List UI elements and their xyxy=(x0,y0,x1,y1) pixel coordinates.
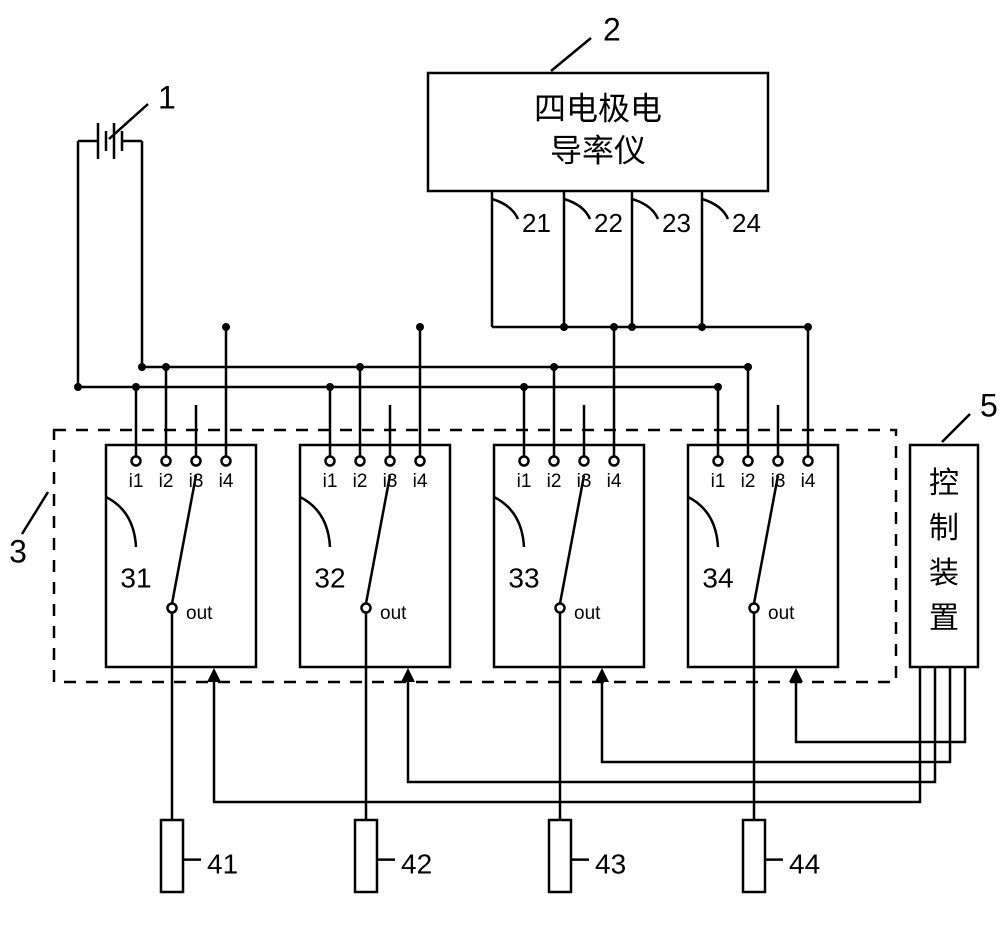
svg-text:i2: i2 xyxy=(741,471,756,492)
svg-text:out: out xyxy=(380,603,407,624)
svg-text:i4: i4 xyxy=(607,471,622,492)
svg-text:四电极电: 四电极电 xyxy=(534,90,662,126)
svg-text:装: 装 xyxy=(929,557,959,590)
svg-text:41: 41 xyxy=(207,848,238,879)
svg-text:out: out xyxy=(768,603,795,624)
svg-text:i2: i2 xyxy=(159,471,174,492)
svg-text:22: 22 xyxy=(594,208,623,238)
battery: 1 xyxy=(78,79,176,387)
electrode-41 xyxy=(161,820,183,892)
svg-text:31: 31 xyxy=(120,562,151,593)
control-box: 控制装置 5 xyxy=(910,387,998,667)
svg-text:1: 1 xyxy=(158,79,176,115)
svg-text:i1: i1 xyxy=(517,471,532,492)
svg-text:21: 21 xyxy=(522,208,551,238)
switch-box-33: i1i2i3i4out33 xyxy=(494,327,644,667)
svg-text:i4: i4 xyxy=(413,471,428,492)
svg-text:out: out xyxy=(186,603,213,624)
svg-text:32: 32 xyxy=(314,562,345,593)
svg-text:23: 23 xyxy=(662,208,691,238)
svg-text:制: 制 xyxy=(929,512,959,545)
svg-text:5: 5 xyxy=(980,387,998,423)
svg-text:34: 34 xyxy=(702,562,733,593)
switch-box-32: i1i2i3i4out32 xyxy=(300,327,450,667)
svg-text:i4: i4 xyxy=(219,471,234,492)
electrode-42 xyxy=(355,820,377,892)
svg-text:42: 42 xyxy=(401,848,432,879)
svg-text:out: out xyxy=(574,603,601,624)
svg-text:3: 3 xyxy=(9,533,27,569)
switch-box-31: i1i2i3i4out31 xyxy=(106,327,256,667)
svg-text:i1: i1 xyxy=(323,471,338,492)
svg-text:24: 24 xyxy=(732,208,761,238)
svg-text:33: 33 xyxy=(508,562,539,593)
svg-text:43: 43 xyxy=(595,848,626,879)
switch-box-34: i1i2i3i4out34 xyxy=(688,327,838,667)
svg-text:i2: i2 xyxy=(353,471,368,492)
svg-text:置: 置 xyxy=(929,602,959,635)
svg-text:控: 控 xyxy=(929,467,959,500)
control-wire-2 xyxy=(408,667,935,782)
svg-text:i1: i1 xyxy=(129,471,144,492)
svg-text:i1: i1 xyxy=(711,471,726,492)
svg-text:导率仪: 导率仪 xyxy=(550,132,646,168)
svg-text:44: 44 xyxy=(789,848,820,879)
svg-text:2: 2 xyxy=(603,11,621,47)
electrode-43 xyxy=(549,820,571,892)
meter-block: 四电极电导率仪 2 xyxy=(428,11,768,191)
electrode-44 xyxy=(743,820,765,892)
svg-text:i4: i4 xyxy=(801,471,816,492)
svg-text:i2: i2 xyxy=(547,471,562,492)
control-wire-4 xyxy=(796,667,965,742)
